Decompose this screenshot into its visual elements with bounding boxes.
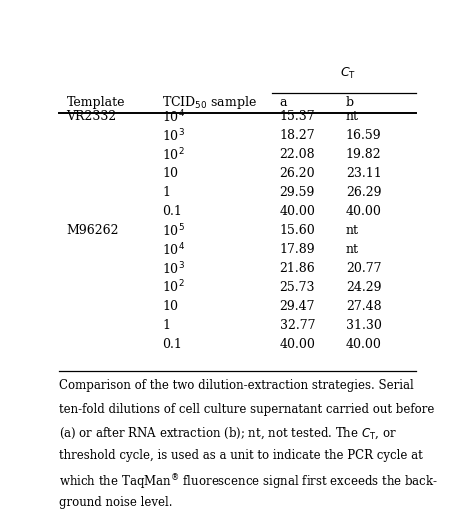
Text: 26.29: 26.29: [346, 186, 381, 199]
Text: 40.00: 40.00: [346, 205, 382, 218]
Text: 29.47: 29.47: [280, 300, 315, 313]
Text: Comparison of the two dilution-extraction strategies. Serial: Comparison of the two dilution-extractio…: [59, 379, 414, 392]
Text: b: b: [346, 96, 354, 109]
Text: 23.11: 23.11: [346, 167, 382, 180]
Text: (a) or after RNA extraction (b); nt, not tested. The $C_{\mathrm{T}}$, or: (a) or after RNA extraction (b); nt, not…: [59, 426, 397, 441]
Text: 40.00: 40.00: [280, 338, 316, 351]
Text: $\mathregular{10}^{5}$: $\mathregular{10}^{5}$: [162, 222, 185, 239]
Text: 25.73: 25.73: [280, 281, 315, 294]
Text: 31.30: 31.30: [346, 319, 382, 332]
Text: 21.86: 21.86: [280, 262, 315, 275]
Text: VR2332: VR2332: [66, 110, 117, 123]
Text: 40.00: 40.00: [280, 205, 316, 218]
Text: threshold cycle, is used as a unit to indicate the PCR cycle at: threshold cycle, is used as a unit to in…: [59, 449, 423, 462]
Text: $\mathit{C}_{\mathrm{T}}$: $\mathit{C}_{\mathrm{T}}$: [339, 66, 356, 81]
Text: 22.08: 22.08: [280, 148, 315, 161]
Text: 10: 10: [162, 300, 178, 313]
Text: 10: 10: [162, 167, 178, 180]
Text: $\mathregular{10}^{2}$: $\mathregular{10}^{2}$: [162, 279, 185, 296]
Text: $\mathregular{10}^{3}$: $\mathregular{10}^{3}$: [162, 260, 185, 277]
Text: 40.00: 40.00: [346, 338, 382, 351]
Text: 19.82: 19.82: [346, 148, 382, 161]
Text: a: a: [280, 96, 287, 109]
Text: $\mathregular{10}^{2}$: $\mathregular{10}^{2}$: [162, 146, 185, 163]
Text: ten-fold dilutions of cell culture supernatant carried out before: ten-fold dilutions of cell culture super…: [59, 403, 435, 416]
Text: 0.1: 0.1: [162, 205, 182, 218]
Text: 27.48: 27.48: [346, 300, 382, 313]
Text: 16.59: 16.59: [346, 129, 382, 142]
Text: TCID$_{50}$ sample: TCID$_{50}$ sample: [162, 94, 257, 111]
Text: ground noise level.: ground noise level.: [59, 496, 173, 509]
Text: 1: 1: [162, 186, 170, 199]
Text: $\mathregular{10}^{4}$: $\mathregular{10}^{4}$: [162, 241, 185, 258]
Text: nt: nt: [346, 243, 359, 256]
Text: 20.77: 20.77: [346, 262, 381, 275]
Text: $\mathregular{10}^{3}$: $\mathregular{10}^{3}$: [162, 127, 185, 144]
Text: M96262: M96262: [66, 224, 119, 237]
Text: 0.1: 0.1: [162, 338, 182, 351]
Text: 26.20: 26.20: [280, 167, 315, 180]
Text: 15.37: 15.37: [280, 110, 315, 123]
Text: which the TaqMan$^{\circledR}$ fluorescence signal first exceeds the back-: which the TaqMan$^{\circledR}$ fluoresce…: [59, 473, 438, 492]
Text: Template: Template: [66, 96, 125, 109]
Text: 15.60: 15.60: [280, 224, 315, 237]
Text: 18.27: 18.27: [280, 129, 315, 142]
Text: 32.77: 32.77: [280, 319, 315, 332]
Text: nt: nt: [346, 224, 359, 237]
Text: 17.89: 17.89: [280, 243, 315, 256]
Text: 24.29: 24.29: [346, 281, 381, 294]
Text: nt: nt: [346, 110, 359, 123]
Text: 1: 1: [162, 319, 170, 332]
Text: $\mathregular{10}^{4}$: $\mathregular{10}^{4}$: [162, 108, 185, 125]
Text: 29.59: 29.59: [280, 186, 315, 199]
